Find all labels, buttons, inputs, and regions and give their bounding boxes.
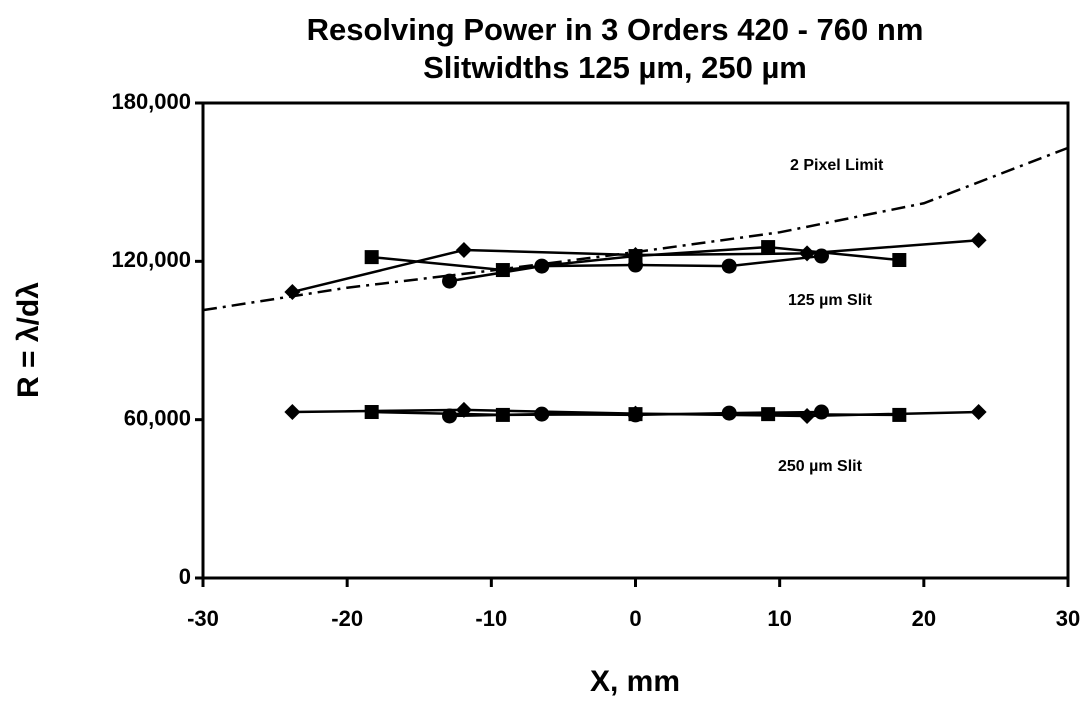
marker [892,253,907,268]
x-tick-label: 0 [629,606,641,631]
y-axis-label: R = λ/dλ [12,282,45,398]
marker [442,273,458,289]
marker [813,404,829,420]
marker [534,258,550,274]
x-tick-label: 30 [1056,606,1080,631]
x-tick-label: 20 [912,606,936,631]
marker [721,258,737,274]
x-tick-label: -30 [187,606,219,631]
marker [455,241,472,258]
annotation: 2 Pixel Limit [790,157,884,174]
marker [442,408,458,424]
marker [970,232,987,249]
y-tick-label: 180,000 [111,89,191,114]
marker [364,250,379,265]
series-line [202,146,1069,312]
marker [284,404,301,421]
marker [761,407,776,422]
x-axis-label: X, mm [590,665,680,698]
marker [534,406,550,422]
marker [892,407,907,422]
marker [813,248,829,264]
chart-subtitle: Slitwidths 125 µm, 250 µm [423,50,807,85]
y-tick-label: 120,000 [111,247,191,272]
marker [721,405,737,421]
marker [628,407,643,423]
y-tick-label: 0 [179,564,191,589]
plot-frame [201,101,1070,580]
annotation: 125 µm Slit [788,292,873,309]
marker [761,240,776,255]
annotation: 250 µm Slit [778,458,863,475]
x-tick-label: -10 [475,606,507,631]
marker [799,407,816,424]
chart-title: Resolving Power in 3 Orders 420 - 760 nm [307,12,924,47]
x-tick-label: 10 [767,606,791,631]
marker [628,257,643,273]
marker [364,405,379,420]
x-tick-label: -20 [331,606,363,631]
marker [284,283,301,300]
marker [970,404,987,421]
y-tick-label: 60,000 [124,405,191,430]
